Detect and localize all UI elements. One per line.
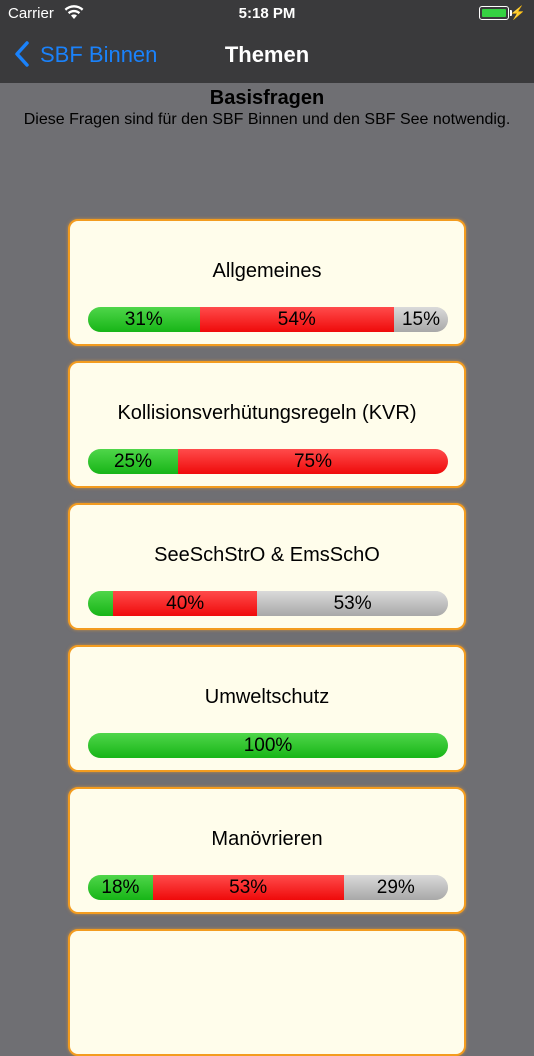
- topic-card[interactable]: Allgemeines 31% 54% 15%: [68, 219, 466, 346]
- topic-card[interactable]: Umweltschutz 100%: [68, 645, 466, 772]
- progress-open-segment: 53%: [257, 591, 448, 616]
- charging-bolt-icon: ⚡: [509, 5, 526, 20]
- battery-level: [482, 9, 506, 17]
- progress-correct-segment: 100%: [88, 733, 448, 758]
- battery-tip: [510, 10, 512, 16]
- progress-wrong-segment: 75%: [178, 449, 448, 474]
- topic-title: Manövrieren: [211, 828, 323, 850]
- section-description: Diese Fragen sind für den SBF Binnen und…: [23, 111, 511, 128]
- topic-title: Allgemeines: [212, 260, 322, 282]
- progress-wrong-segment: 53%: [152, 875, 344, 900]
- navigation-bar: SBF Binnen Themen: [0, 28, 534, 83]
- status-bar: Carrier 5:18 PM ⚡: [0, 0, 534, 28]
- topic-card[interactable]: Manövrieren 18% 53% 29%: [68, 787, 466, 914]
- progress-open-segment: 15%: [393, 307, 448, 332]
- progress-bar: 40% 53%: [88, 591, 448, 616]
- carrier-label: Carrier: [8, 5, 54, 22]
- progress-correct-segment: 18%: [88, 875, 153, 900]
- section-header: Basisfragen Diese Fragen sind für den SB…: [20, 86, 514, 130]
- back-button-label: SBF Binnen: [40, 42, 158, 67]
- status-time: 5:18 PM: [238, 5, 296, 22]
- page-title: Themen: [224, 42, 310, 67]
- battery-icon: [479, 6, 509, 20]
- wifi-icon: [64, 5, 84, 24]
- progress-bar: 31% 54% 15%: [88, 307, 448, 332]
- progress-correct-segment: 25%: [88, 449, 178, 474]
- progress-bar: 100%: [88, 733, 448, 758]
- progress-wrong-segment: 54%: [199, 307, 394, 332]
- progress-wrong-segment: 40%: [113, 591, 258, 616]
- chevron-left-icon: [15, 41, 29, 67]
- progress-open-segment: 29%: [343, 875, 448, 900]
- topic-title: Umweltschutz: [204, 686, 330, 708]
- progress-bar: 25% 75%: [88, 449, 448, 474]
- progress-correct-segment: [88, 591, 114, 616]
- section-title: Basisfragen: [209, 87, 325, 109]
- topic-title: SeeSchStrO & EmsSchO: [154, 544, 380, 566]
- topic-card[interactable]: [68, 929, 466, 1056]
- topic-card[interactable]: SeeSchStrO & EmsSchO 40% 53%: [68, 503, 466, 630]
- progress-correct-segment: 31%: [88, 307, 200, 332]
- topic-card[interactable]: Kollisionsverhütungsregeln (KVR) 25% 75%: [68, 361, 466, 488]
- progress-bar: 18% 53% 29%: [88, 875, 448, 900]
- topic-title: Kollisionsverhütungsregeln (KVR): [117, 402, 417, 424]
